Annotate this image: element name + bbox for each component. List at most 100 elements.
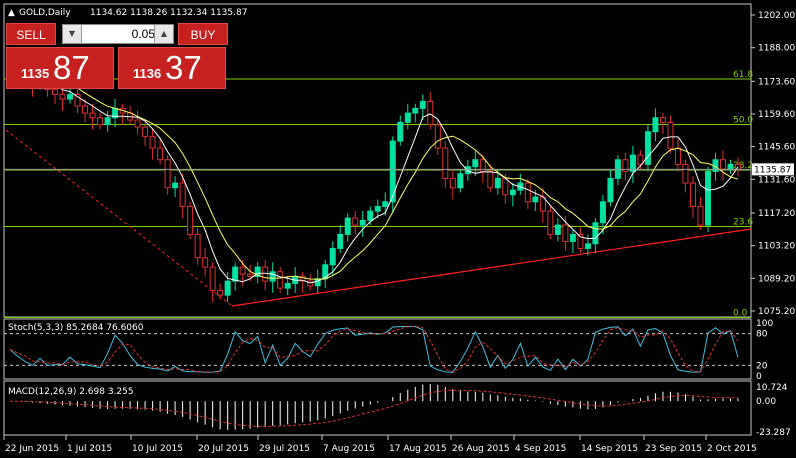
candle xyxy=(299,275,306,282)
macd-signal-line xyxy=(10,389,739,427)
stoch-axis-label: 20 xyxy=(756,361,768,371)
candle xyxy=(179,182,186,207)
candle xyxy=(427,100,434,126)
candle xyxy=(644,131,651,165)
candle xyxy=(367,210,374,221)
candle xyxy=(637,154,644,165)
candle xyxy=(397,121,404,142)
date-axis-label: 23 Sep 2015 xyxy=(645,444,702,454)
macd-pane[interactable] xyxy=(3,380,752,436)
candle xyxy=(592,222,599,245)
candle xyxy=(449,177,456,189)
ohlc-readout: 1134.62 1138.26 1132.34 1135.87 xyxy=(90,8,247,18)
buy-price-big: 37 xyxy=(165,49,202,86)
candle xyxy=(569,233,576,242)
candle xyxy=(682,163,689,184)
candle xyxy=(719,159,726,170)
candle xyxy=(254,266,261,277)
date-axis-label: 22 Jun 2015 xyxy=(5,444,59,454)
candle xyxy=(659,117,666,123)
lot-decrease-icon[interactable]: ▼ xyxy=(63,25,82,43)
candle xyxy=(194,233,201,259)
fast-ma-line xyxy=(9,63,739,284)
candle xyxy=(374,205,381,212)
candle xyxy=(59,93,66,100)
candle xyxy=(554,224,561,235)
date-axis-label: 7 Aug 2015 xyxy=(323,444,375,454)
candle xyxy=(607,177,614,203)
candle xyxy=(359,219,366,226)
fib-label: 0.0 xyxy=(733,309,748,319)
macd-axis-label: 10.724 xyxy=(756,383,788,393)
candle xyxy=(434,124,441,149)
date-axis-label: 1 Jul 2015 xyxy=(67,444,112,454)
stoch-axis-label: 80 xyxy=(756,330,768,340)
candle xyxy=(329,247,336,266)
price-axis-label: 1089.20 xyxy=(758,274,795,284)
candle xyxy=(727,163,734,170)
candle xyxy=(667,121,674,149)
price-axis-label: 1075.20 xyxy=(758,307,795,317)
candle xyxy=(97,117,104,126)
buy-button[interactable]: BUY xyxy=(178,23,228,45)
symbol-triangle-icon: ▲ xyxy=(8,8,15,18)
price-axis-label: 1173.60 xyxy=(758,77,795,87)
candle xyxy=(217,289,224,296)
candle xyxy=(652,117,659,133)
macd-axis-label: -23.287 xyxy=(756,428,791,438)
price-axis-label: 1117.20 xyxy=(758,209,795,219)
stoch-label: Stoch(5,3,3) 85.2684 76.6060 xyxy=(8,323,144,333)
candle xyxy=(164,159,171,189)
candle xyxy=(524,182,531,203)
candle xyxy=(404,112,411,123)
buy-price-small: 1136 xyxy=(133,66,162,81)
fib-label: 23.6 xyxy=(733,217,753,227)
candle xyxy=(509,189,516,196)
candle xyxy=(149,135,156,149)
price-axis-label: 1131.60 xyxy=(758,175,795,185)
price-axis-label: 1202.00 xyxy=(758,11,795,21)
candle xyxy=(52,89,59,95)
candle xyxy=(704,170,711,226)
support-trendline[interactable] xyxy=(231,228,752,307)
candle xyxy=(622,159,629,172)
date-axis-label: 29 Jul 2015 xyxy=(259,444,310,454)
date-axis-label: 10 Jul 2015 xyxy=(132,444,183,454)
candle xyxy=(577,233,584,249)
candle xyxy=(269,271,276,282)
candle xyxy=(629,154,636,172)
date-axis-label: 17 Aug 2015 xyxy=(389,444,447,454)
candle xyxy=(674,147,681,165)
candle xyxy=(224,280,231,296)
candle xyxy=(232,266,239,282)
candle xyxy=(314,278,321,287)
candle xyxy=(419,100,426,109)
one-click-trading-panel: SELL ▼ 0.05 ▲ BUY 1135 87 1136 37 xyxy=(6,23,228,89)
candle xyxy=(389,140,396,203)
lot-size-input[interactable]: ▼ 0.05 ▲ xyxy=(62,24,174,44)
sell-price-button[interactable]: 1135 87 xyxy=(6,47,114,89)
price-axis-label: 1159.60 xyxy=(758,110,795,120)
candle xyxy=(472,159,479,168)
buy-price-button[interactable]: 1136 37 xyxy=(118,47,226,89)
candle xyxy=(352,217,359,226)
candle xyxy=(247,273,254,277)
fib-label: 38.2 xyxy=(733,161,753,171)
sell-price-big: 87 xyxy=(53,49,90,86)
candle xyxy=(337,233,344,249)
candle xyxy=(157,147,164,161)
candle xyxy=(284,282,291,289)
candle xyxy=(547,210,554,235)
lot-increase-icon[interactable]: ▲ xyxy=(154,25,173,43)
candle xyxy=(134,119,141,128)
candle xyxy=(697,205,704,226)
date-axis-label: 26 Aug 2015 xyxy=(452,444,510,454)
sell-button[interactable]: SELL xyxy=(6,23,56,45)
candle xyxy=(82,105,89,114)
candle xyxy=(344,217,351,235)
stoch-pane[interactable] xyxy=(3,318,752,380)
candle xyxy=(104,117,111,126)
candle xyxy=(89,112,96,119)
slow-ma-line xyxy=(9,63,739,280)
